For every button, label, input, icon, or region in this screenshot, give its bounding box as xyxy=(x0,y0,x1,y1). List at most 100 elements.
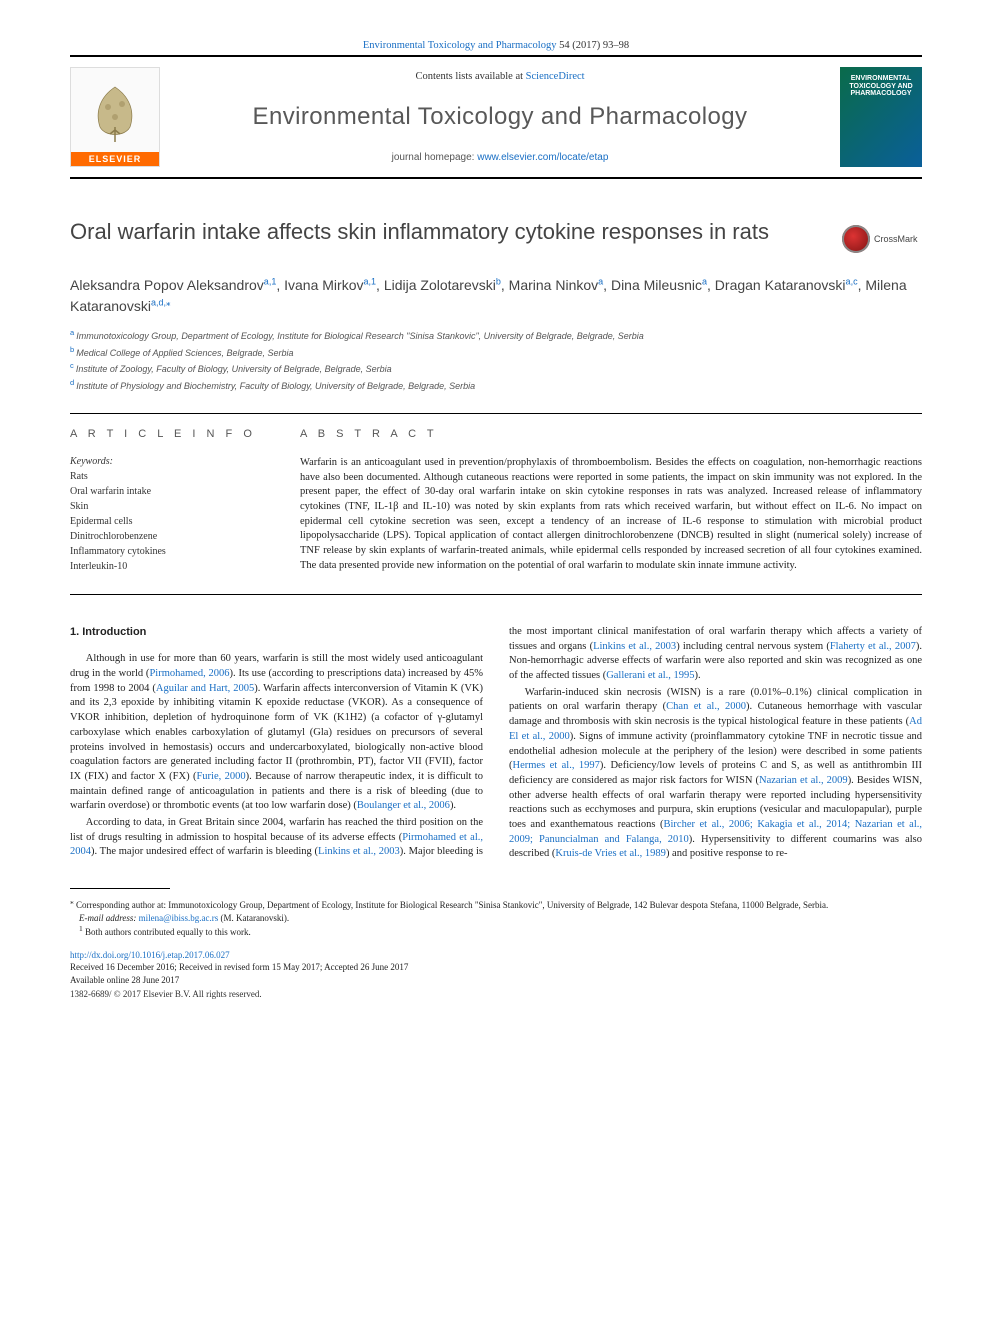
email-label: E-mail address: xyxy=(79,913,139,923)
keyword: Skin xyxy=(70,499,270,514)
elsevier-tree-icon xyxy=(80,82,150,152)
citation-link[interactable]: Bircher et al., 2006; Kakagia et al., 20… xyxy=(509,819,922,845)
author: Dragan Kataranovski xyxy=(715,277,846,293)
info-abstract-row: A R T I C L E I N F O Keywords: RatsOral… xyxy=(70,428,922,574)
journal-homepage-line: journal homepage: www.elsevier.com/locat… xyxy=(392,152,609,163)
cover-line-2: TOXICOLOGY AND xyxy=(849,83,912,91)
citation-link[interactable]: Flaherty et al., 2007 xyxy=(830,641,916,652)
affiliation: c Institute of Zoology, Faculty of Biolo… xyxy=(70,360,922,377)
equal-text: Both authors contributed equally to this… xyxy=(85,927,251,937)
citation-link[interactable]: Gallerani et al., 1995 xyxy=(606,670,694,681)
journal-banner: ELSEVIER Contents lists available at Sci… xyxy=(70,57,922,179)
contents-prefix: Contents lists available at xyxy=(415,71,525,82)
footnote-rule xyxy=(70,888,170,889)
elsevier-wordmark: ELSEVIER xyxy=(71,152,159,166)
corresponding-author-note: ⁎ Corresponding author at: Immunotoxicol… xyxy=(70,897,922,912)
author-affil-sup[interactable]: a xyxy=(702,276,707,286)
affil-ref-link[interactable]: a xyxy=(151,297,156,307)
affil-ref-link[interactable]: c xyxy=(853,276,858,286)
author-affil-sup[interactable]: a,1 xyxy=(363,276,376,286)
keyword: Oral warfarin intake xyxy=(70,484,270,499)
cover-line-1: ENVIRONMENTAL xyxy=(851,75,912,83)
article-info-block: A R T I C L E I N F O Keywords: RatsOral… xyxy=(70,428,270,574)
affiliation-label: d xyxy=(70,378,76,387)
abstract-text: Warfarin is an anticoagulant used in pre… xyxy=(300,456,922,574)
citation-header: Environmental Toxicology and Pharmacolog… xyxy=(70,40,922,51)
received-dates: Received 16 December 2016; Received in r… xyxy=(70,962,408,972)
crossmark-icon xyxy=(842,225,870,253)
citation-link[interactable]: Kruis-de Vries et al., 1989 xyxy=(555,848,666,859)
affiliation-label: c xyxy=(70,361,76,370)
affil-ref-link[interactable]: a xyxy=(598,276,603,286)
abstract-heading: A B S T R A C T xyxy=(300,428,922,440)
affiliation-label: b xyxy=(70,345,76,354)
citation-link[interactable]: Chan et al., 2000 xyxy=(666,701,746,712)
author-affil-sup[interactable]: a,c xyxy=(846,276,858,286)
journal-title: Environmental Toxicology and Pharmacolog… xyxy=(253,103,748,131)
author: Dina Mileusnic xyxy=(611,277,702,293)
email-note: E-mail address: milena@ibiss.bg.ac.rs (M… xyxy=(70,912,922,925)
citation-link[interactable]: Furie, 2000 xyxy=(196,771,245,782)
affil-ref-link[interactable]: a xyxy=(846,276,851,286)
author: Marina Ninkov xyxy=(509,277,598,293)
corresponding-author-ref[interactable]: ⁎ xyxy=(166,297,171,307)
author-affil-sup[interactable]: a xyxy=(598,276,603,286)
author-affil-sup[interactable]: a,1 xyxy=(264,276,277,286)
corr-symbol: ⁎ xyxy=(70,897,74,906)
author: Lidija Zolotarevski xyxy=(384,277,496,293)
keyword: Inflammatory cytokines xyxy=(70,544,270,559)
citation-link[interactable]: Linkins et al., 2003 xyxy=(318,846,400,857)
affil-ref-link[interactable]: 1 xyxy=(271,276,276,286)
journal-cover-thumbnail[interactable]: ENVIRONMENTAL TOXICOLOGY AND PHARMACOLOG… xyxy=(840,67,922,167)
footnotes-block: ⁎ Corresponding author at: Immunotoxicol… xyxy=(70,897,922,939)
introduction-section: 1. Introduction Although in use for more… xyxy=(70,625,922,862)
keyword: Dinitrochlorobenzene xyxy=(70,529,270,544)
citation-volume-pages: 54 (2017) 93–98 xyxy=(556,40,629,51)
author-affil-sup[interactable]: b xyxy=(496,276,501,286)
authors-line: Aleksandra Popov Aleksandrova,1, Ivana M… xyxy=(70,275,922,317)
article-head: Oral warfarin intake affects skin inflam… xyxy=(70,219,922,259)
affiliation: d Institute of Physiology and Biochemist… xyxy=(70,377,922,394)
doi-link[interactable]: http://dx.doi.org/10.1016/j.etap.2017.06… xyxy=(70,950,230,960)
keywords-list: RatsOral warfarin intakeSkinEpidermal ce… xyxy=(70,469,270,574)
author-affil-sup[interactable]: a,d,⁎ xyxy=(151,297,171,307)
affiliation: a Immunotoxicology Group, Department of … xyxy=(70,327,922,344)
citation-journal-link[interactable]: Environmental Toxicology and Pharmacolog… xyxy=(363,40,557,51)
body-paragraph: Although in use for more than 60 years, … xyxy=(70,652,483,814)
affil-ref-link[interactable]: a xyxy=(702,276,707,286)
affil-ref-link[interactable]: 1 xyxy=(371,276,376,286)
article-title: Oral warfarin intake affects skin inflam… xyxy=(70,219,822,245)
sciencedirect-link[interactable]: ScienceDirect xyxy=(526,71,585,82)
citation-link[interactable]: Pirmohamed, 2006 xyxy=(149,668,229,679)
affiliations-block: a Immunotoxicology Group, Department of … xyxy=(70,327,922,393)
affil-ref-link[interactable]: a xyxy=(264,276,269,286)
equal-contribution-note: 1 Both authors contributed equally to th… xyxy=(70,924,922,939)
journal-homepage-link[interactable]: www.elsevier.com/locate/etap xyxy=(477,152,608,163)
cover-line-3: PHARMACOLOGY xyxy=(850,90,911,98)
abstract-bottom-rule xyxy=(70,594,922,595)
email-link[interactable]: milena@ibiss.bg.ac.rs xyxy=(139,913,219,923)
citation-link[interactable]: Aguilar and Hart, 2005 xyxy=(156,683,254,694)
keyword: Epidermal cells xyxy=(70,514,270,529)
available-online-date: Available online 28 June 2017 xyxy=(70,975,179,985)
citation-link[interactable]: Hermes et al., 1997 xyxy=(513,760,600,771)
citation-link[interactable]: Linkins et al., 2003 xyxy=(593,641,676,652)
email-person: (M. Kataranovski). xyxy=(218,913,289,923)
elsevier-logo[interactable]: ELSEVIER xyxy=(70,67,160,167)
affiliation-label: a xyxy=(70,328,76,337)
citation-link[interactable]: Pirmohamed et al., 2004 xyxy=(70,832,483,858)
affil-ref-link[interactable]: a xyxy=(363,276,368,286)
author: Ivana Mirkov xyxy=(284,277,363,293)
affil-ref-link[interactable]: b xyxy=(496,276,501,286)
citation-link[interactable]: Ad El et al., 2000 xyxy=(509,716,922,742)
author: Aleksandra Popov Aleksandrov xyxy=(70,277,264,293)
citation-link[interactable]: Nazarian et al., 2009 xyxy=(759,775,848,786)
contents-lists-line: Contents lists available at ScienceDirec… xyxy=(415,71,584,82)
body-columns: 1. Introduction Although in use for more… xyxy=(70,625,922,862)
introduction-heading: 1. Introduction xyxy=(70,625,483,640)
crossmark-badge[interactable]: CrossMark xyxy=(842,219,922,259)
body-paragraph: Warfarin-induced skin necrosis (WISN) is… xyxy=(509,686,922,862)
citation-link[interactable]: Boulanger et al., 2006 xyxy=(357,800,450,811)
affil-ref-link[interactable]: d xyxy=(158,297,163,307)
affiliation: b Medical College of Applied Sciences, B… xyxy=(70,344,922,361)
